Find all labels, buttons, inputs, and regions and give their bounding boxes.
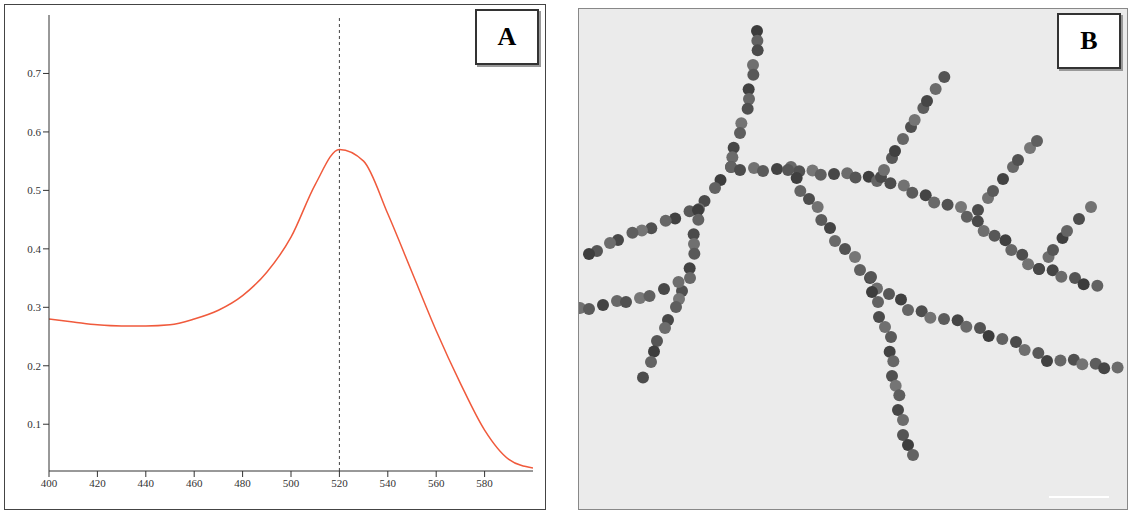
html-text:A: A [497,22,517,51]
svg-text:480: 480 [234,477,251,489]
svg-text:440: 440 [138,477,155,489]
html-text:B: B [1080,26,1098,55]
svg-text:520: 520 [331,477,348,489]
svg-text:540: 540 [380,477,397,489]
svg-text:0.5: 0.5 [27,184,41,196]
svg-text:0.7: 0.7 [27,67,41,79]
svg-text:0.6: 0.6 [27,126,41,138]
svg-text:560: 560 [428,477,445,489]
svg-text:0.1: 0.1 [27,418,41,430]
svg-text:500: 500 [283,477,300,489]
svg-text:580: 580 [476,477,493,489]
svg-text:0.2: 0.2 [27,360,41,372]
svg-text:460: 460 [186,477,203,489]
svg-text:0.4: 0.4 [27,243,41,255]
svg-text:0.3: 0.3 [27,301,41,313]
svg-text:420: 420 [89,477,106,489]
svg-text:400: 400 [41,477,58,489]
